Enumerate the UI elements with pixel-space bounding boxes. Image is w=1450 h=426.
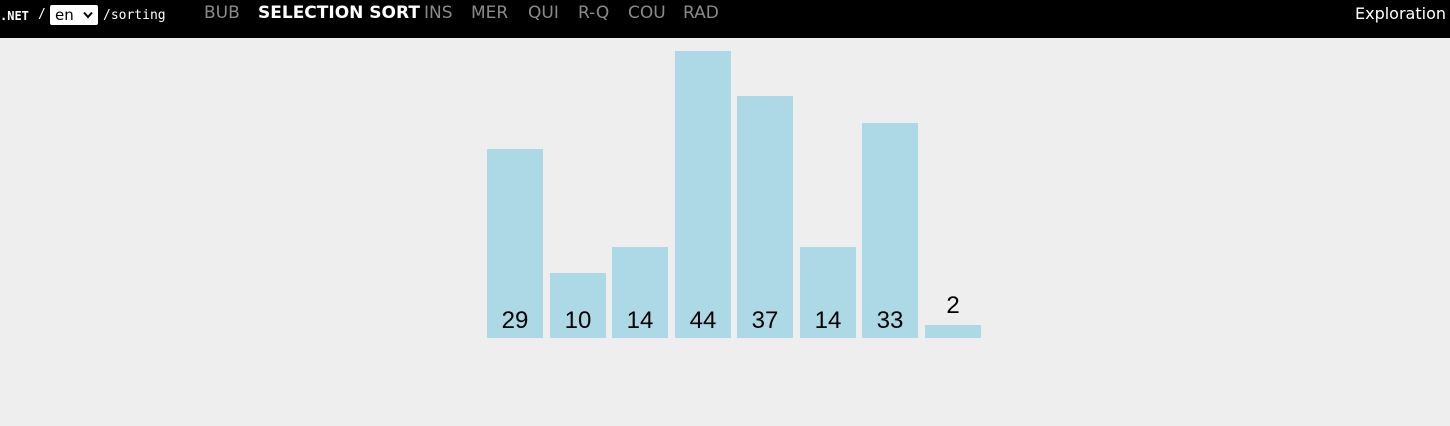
bar-value-label: 14 [814,307,842,334]
bar-value-label: 37 [751,307,779,334]
nav-merge-sort[interactable]: MER [471,3,509,23]
top-bar: .NET / en /sorting BUB SELECTION SORT IN… [0,0,1450,38]
path-separator: / [38,7,46,22]
site-brand[interactable]: .NET [0,9,29,23]
array-bar [675,51,731,338]
nav-radix-sort[interactable]: RAD [683,3,719,23]
array-bar [800,247,856,338]
nav-quick-sort[interactable]: QUI [528,3,559,23]
array-bar [550,273,606,338]
language-value: en [55,6,74,24]
bar-value-label: 29 [501,307,529,334]
exploration-mode-button[interactable]: Exploration [1355,4,1446,23]
bar-value-label: 44 [689,307,717,334]
array-bar [612,247,668,338]
page-path: /sorting [103,8,166,23]
bar-value-label: 33 [876,307,904,334]
language-select[interactable]: en [50,5,98,25]
bar-value-label: 10 [564,307,592,334]
nav-bubble-sort[interactable]: BUB [204,3,240,23]
nav-selection-sort[interactable]: SELECTION SORT [258,3,420,23]
nav-randomized-quick-sort[interactable]: R-Q [578,3,610,23]
nav-insertion-sort[interactable]: INS [424,3,453,23]
bar-value-label: 14 [626,307,654,334]
array-bar [925,325,981,338]
sorting-bar-chart: 29 10 14 44 37 14 33 2 [0,38,1450,426]
nav-counting-sort[interactable]: COU [628,3,666,23]
array-bar [487,149,543,338]
chevron-down-icon [83,11,93,19]
array-bar [862,123,918,338]
array-bar [737,96,793,338]
bar-value-label: 2 [946,292,960,319]
